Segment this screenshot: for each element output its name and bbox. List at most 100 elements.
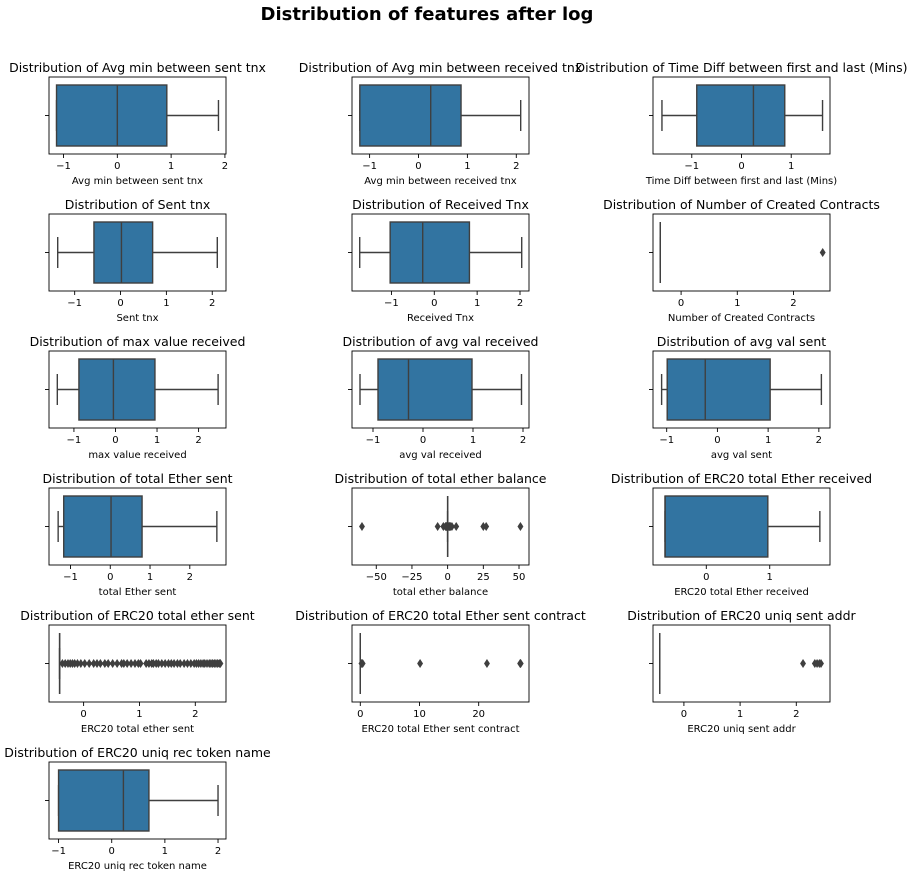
- x-axis-label: ERC20 total ether sent: [81, 724, 194, 735]
- x-tick-label: 2: [215, 846, 221, 857]
- x-tick-label: 0: [80, 709, 86, 720]
- x-tick-label: 1: [470, 435, 476, 446]
- outlier-point: [217, 658, 224, 669]
- x-tick-label: 2: [517, 298, 523, 309]
- x-tick-label: 0: [112, 435, 118, 446]
- x-axis-label: ERC20 uniq sent addr: [687, 724, 796, 735]
- subplot-title: Distribution of avg val received: [342, 334, 538, 349]
- x-tick-label: 2: [222, 161, 228, 172]
- outlier-point: [137, 658, 144, 669]
- subplot-16: Distribution of ERC20 uniq rec token nam…: [4, 745, 271, 872]
- subplot-7: Distribution of max value received −1 0 1 2m…: [30, 334, 246, 461]
- x-axis-label: avg val received: [399, 450, 481, 461]
- x-tick-label: 2: [793, 709, 799, 720]
- outlier-point: [77, 658, 84, 669]
- subplot-title: Distribution of avg val sent: [657, 334, 827, 349]
- outlier-point: [81, 658, 88, 669]
- axes-frame: [351, 624, 530, 703]
- x-tick-label: 0: [117, 298, 123, 309]
- x-tick-label: −25: [401, 572, 422, 583]
- outlier-point: [128, 658, 135, 669]
- subplot-2: Distribution of Avg min between received…: [299, 60, 582, 187]
- outlier-point: [517, 658, 524, 669]
- box-iqr: [78, 358, 156, 421]
- subplot-14: Distribution of ERC20 total Ether sent c…: [295, 608, 586, 735]
- subplot-3: Distribution of Time Diff between first …: [575, 60, 907, 187]
- x-axis-label: Sent tnx: [116, 313, 158, 324]
- x-tick-label: 0: [714, 435, 720, 446]
- x-tick-label: 2: [816, 435, 822, 446]
- box-iqr: [359, 84, 462, 147]
- subplot-1: Distribution of Avg min between sent tnx…: [9, 60, 266, 187]
- x-tick-label: 25: [477, 572, 490, 583]
- box-iqr: [389, 221, 471, 284]
- subplot-8: Distribution of avg val received −1 0 1 2 avg…: [342, 334, 538, 461]
- outlier-point: [800, 658, 806, 669]
- subplot-title: Distribution of Received Tnx: [352, 197, 529, 212]
- x-tick-label: −1: [63, 572, 78, 583]
- x-axis-label: avg val sent: [711, 450, 772, 461]
- outlier-point: [483, 521, 490, 532]
- x-tick-label: 0: [738, 161, 744, 172]
- box-iqr: [377, 358, 473, 421]
- x-tick-label: −1: [67, 298, 82, 309]
- x-tick-label: −1: [659, 435, 674, 446]
- x-tick-label: 1: [765, 435, 771, 446]
- x-tick-label: −1: [384, 298, 399, 309]
- subplot-12: Distribution of ERC20 total Ether receiv…: [611, 471, 872, 598]
- box-iqr: [664, 495, 769, 558]
- x-tick-label: 0: [681, 709, 687, 720]
- outlier-point: [359, 658, 366, 669]
- box-iqr: [57, 769, 150, 832]
- subplot-9: Distribution of avg val sent −1 0 1 2 avg val…: [649, 334, 831, 461]
- x-tick-label: −1: [56, 161, 71, 172]
- subplot-10: Distribution of total Ether sent −1 0 1 2 tot…: [42, 471, 232, 598]
- outlier-point: [109, 658, 116, 669]
- x-tick-label: 0: [703, 572, 709, 583]
- x-axis-label: ERC20 total Ether sent contract: [361, 724, 519, 735]
- subplot-title: Distribution of ERC20 total ether sent: [20, 608, 254, 623]
- subplot-title: Distribution of Number of Created Contra…: [603, 197, 880, 212]
- subplot-title: Distribution of total ether balance: [334, 471, 546, 486]
- x-tick-label: 0: [357, 709, 363, 720]
- x-tick-label: 1: [168, 161, 174, 172]
- x-tick-label: 10: [413, 709, 426, 720]
- subplot-title: Distribution of ERC20 uniq rec token nam…: [4, 745, 271, 760]
- subplot-title: Distribution of Sent tnx: [65, 197, 211, 212]
- x-tick-label: 1: [737, 709, 743, 720]
- subplot-title: Distribution of max value received: [30, 334, 246, 349]
- x-tick-label: −1: [366, 435, 381, 446]
- outlier-point: [114, 658, 121, 669]
- x-tick-label: 0: [107, 572, 113, 583]
- x-tick-label: 0: [109, 846, 115, 857]
- x-tick-label: 1: [734, 298, 740, 309]
- x-tick-label: 1: [162, 846, 168, 857]
- box-iqr: [63, 495, 143, 558]
- x-tick-label: −1: [684, 161, 699, 172]
- box-iqr: [666, 358, 771, 421]
- x-tick-label: 0: [444, 572, 450, 583]
- subplot-title: Distribution of ERC20 total Ether sent c…: [295, 608, 586, 623]
- x-tick-label: 1: [474, 298, 480, 309]
- x-tick-label: 2: [195, 435, 201, 446]
- subplot-11: Distribution of total ether balance −50 −2…: [334, 471, 546, 598]
- outlier-point: [359, 521, 365, 532]
- x-tick-label: 2: [520, 435, 526, 446]
- subplot-title: Distribution of ERC20 total Ether receiv…: [611, 471, 872, 486]
- outlier-point: [97, 658, 104, 669]
- x-tick-label: 1: [163, 298, 169, 309]
- x-tick-label: 0: [431, 298, 437, 309]
- x-axis-label: Number of Created Contracts: [668, 313, 815, 324]
- outlier-point: [124, 658, 131, 669]
- x-axis-label: total Ether sent: [99, 587, 177, 598]
- x-tick-label: 0: [415, 161, 421, 172]
- subplot-title: Distribution of ERC20 uniq sent addr: [627, 608, 856, 623]
- subplot-title: Distribution of total Ether sent: [42, 471, 232, 486]
- x-tick-label: 1: [136, 709, 142, 720]
- x-tick-label: 2: [790, 298, 796, 309]
- subplot-15: Distribution of ERC20 uniq sent addr 0 1 2 E…: [627, 608, 856, 735]
- x-axis-label: Time Diff between first and last (Mins): [645, 176, 837, 187]
- x-tick-label: 1: [154, 435, 160, 446]
